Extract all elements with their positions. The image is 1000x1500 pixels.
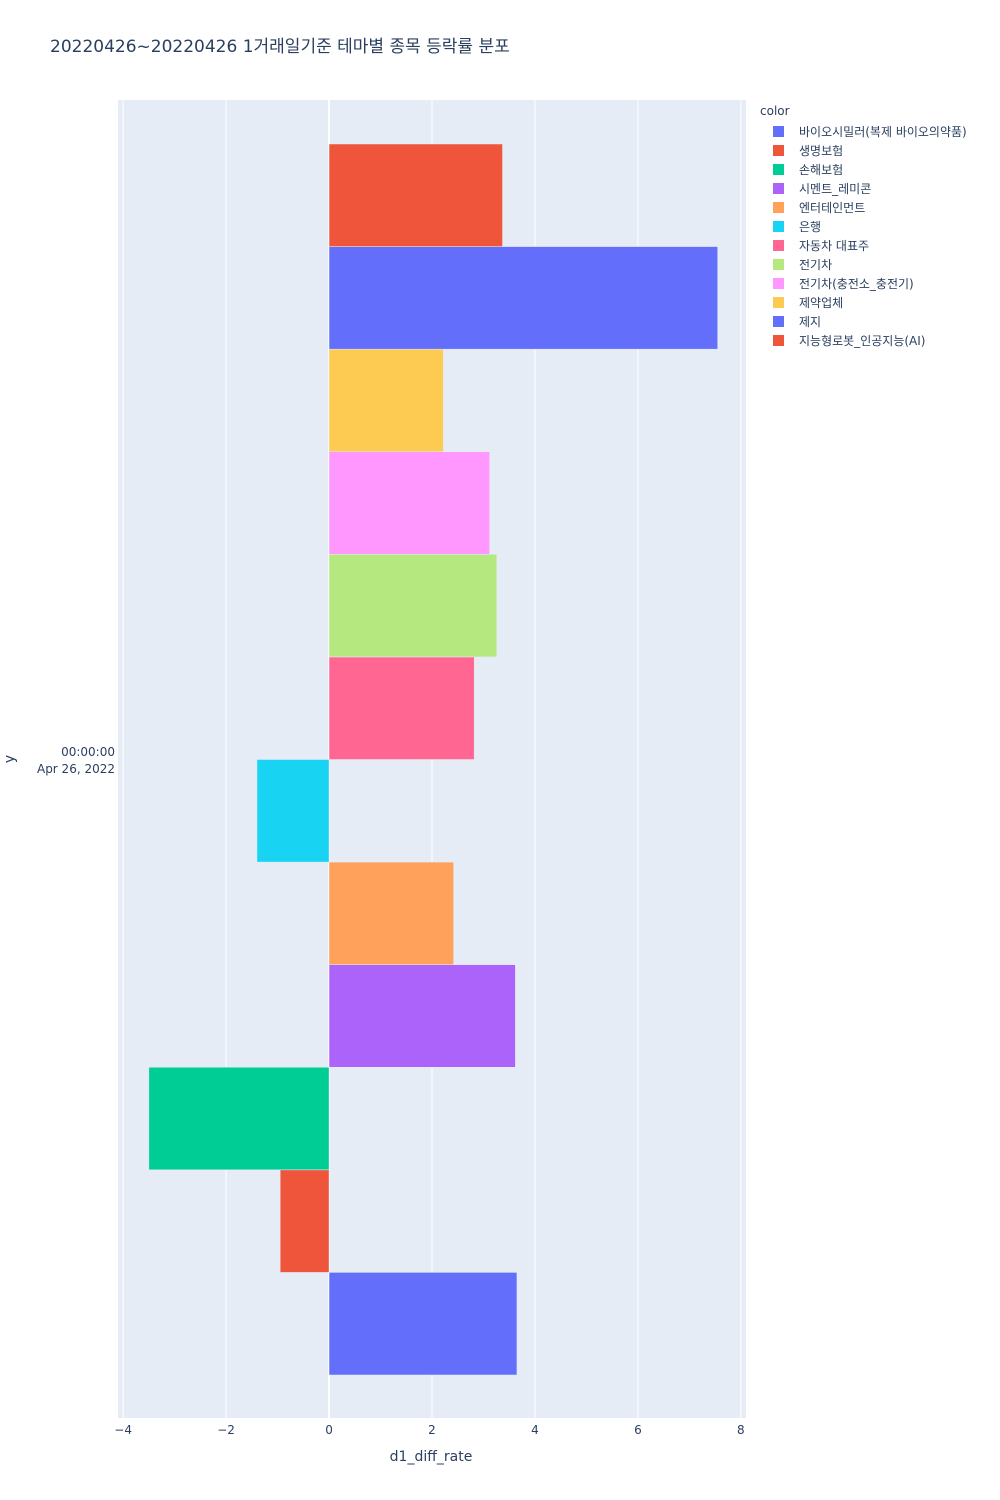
bar — [328, 861, 454, 965]
bar — [256, 759, 330, 863]
x-tick-label: 8 — [737, 1423, 745, 1437]
x-tick-label: 4 — [531, 1423, 539, 1437]
legend-item[interactable]: 생명보험 — [760, 141, 967, 160]
legend-item[interactable]: 전기차(충전소_충전기) — [760, 274, 967, 293]
legend-label: 지능형로봇_인공지능(AI) — [799, 334, 926, 348]
legend-label: 전기차(충전소_충전기) — [799, 277, 914, 291]
legend-item[interactable]: 바이오시밀러(복제 바이오의약품) — [760, 122, 967, 141]
legend-swatch — [773, 126, 784, 137]
legend-label: 전기차 — [799, 258, 833, 272]
bar — [328, 143, 503, 247]
legend-swatch — [773, 221, 784, 232]
y-axis-title: y — [2, 755, 18, 763]
legend-swatch — [773, 335, 784, 346]
chart-title: 20220426~20220426 1거래일기준 테마별 종목 등락률 분포 — [50, 37, 510, 57]
legend-swatch — [773, 316, 784, 327]
y-tick-label-date: Apr 26, 2022 — [37, 762, 115, 776]
legend-label: 엔터테인먼트 — [799, 201, 866, 215]
legend-swatch — [773, 183, 784, 194]
legend-item[interactable]: 지능형로봇_인공지능(AI) — [760, 331, 967, 350]
legend-item[interactable]: 엔터테인먼트 — [760, 198, 967, 217]
x-tick-label: −4 — [114, 1423, 132, 1437]
bar — [328, 348, 444, 452]
legend-label: 자동차 대표주 — [799, 239, 870, 253]
legend-label: 은행 — [799, 220, 822, 234]
bars — [148, 143, 718, 1376]
bar — [328, 1272, 518, 1376]
bar — [328, 656, 475, 760]
legend-item[interactable]: 제지 — [760, 312, 967, 331]
bar — [328, 554, 498, 658]
x-tick-label: −2 — [217, 1423, 235, 1437]
x-tick-label: 6 — [634, 1423, 642, 1437]
legend-label: 제약업체 — [799, 296, 844, 310]
x-axis-title: d1_diff_rate — [390, 1449, 473, 1465]
legend-item[interactable]: 제약업체 — [760, 293, 967, 312]
y-tick-label-time: 00:00:00 — [61, 745, 115, 759]
legend-swatch — [773, 297, 784, 308]
legend-swatch — [773, 202, 784, 213]
bar — [279, 1169, 330, 1273]
legend-swatch — [773, 164, 784, 175]
legend-item[interactable]: 전기차 — [760, 255, 967, 274]
bar — [328, 451, 490, 555]
legend-item[interactable]: 시멘트_레미콘 — [760, 179, 967, 198]
legend-item[interactable]: 자동차 대표주 — [760, 236, 967, 255]
legend-swatch — [773, 145, 784, 156]
legend-swatch — [773, 278, 784, 289]
bar — [328, 964, 516, 1068]
legend-label: 시멘트_레미콘 — [799, 182, 872, 196]
bar — [148, 1067, 330, 1171]
legend-label: 바이오시밀러(복제 바이오의약품) — [799, 125, 967, 139]
legend-title: color — [760, 104, 790, 118]
x-tick-label: 0 — [325, 1423, 333, 1437]
bar — [328, 246, 718, 350]
x-tick-label: 2 — [428, 1423, 436, 1437]
legend-label: 손해보험 — [799, 163, 844, 177]
x-tick-labels: −4 −2 0 2 4 6 8 — [114, 1423, 744, 1437]
legend-label: 생명보험 — [799, 144, 844, 158]
legend-item[interactable]: 손해보험 — [760, 160, 967, 179]
legend-item[interactable]: 은행 — [760, 217, 967, 236]
legend-swatch — [773, 240, 784, 251]
legend-label: 제지 — [799, 315, 822, 329]
legend-swatch — [773, 259, 784, 270]
